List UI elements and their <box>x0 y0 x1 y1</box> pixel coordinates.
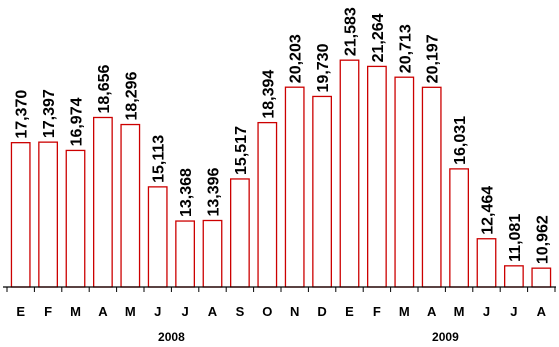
bar-3 <box>93 116 113 288</box>
category-label-14: M <box>399 304 410 319</box>
value-label-4: 18,296 <box>123 72 140 121</box>
bar-17 <box>476 238 497 288</box>
value-label-5: 15,113 <box>151 135 168 183</box>
category-label-7: A <box>208 304 218 319</box>
value-label-13: 21,264 <box>370 13 387 62</box>
value-labels-group: 17,370 17,397 16,974 18,656 18,296 15,113 13,3… <box>14 7 552 264</box>
bar-19 <box>531 267 552 288</box>
value-label-12: 21,583 <box>343 7 360 56</box>
bar-11 <box>312 95 333 288</box>
bar-12 <box>339 59 360 288</box>
category-label-10: N <box>290 304 299 319</box>
year-labels-group: 2008 2009 <box>158 330 459 344</box>
year-label-2008: 2008 <box>158 330 185 344</box>
value-label-9: 18,394 <box>260 70 277 119</box>
bar-9 <box>257 121 278 288</box>
category-label-11: D <box>317 304 326 319</box>
category-label-1: F <box>44 304 52 319</box>
category-label-17: J <box>483 304 490 319</box>
bar-10 <box>284 86 305 288</box>
bar-6 <box>175 220 196 288</box>
bar-15 <box>421 86 442 288</box>
value-label-17: 12,464 <box>480 186 497 235</box>
value-label-1: 17,397 <box>41 89 58 138</box>
category-label-13: F <box>373 304 381 319</box>
category-label-19: A <box>537 304 547 319</box>
bar-8 <box>229 178 250 288</box>
category-label-15: A <box>427 304 437 319</box>
bar-16 <box>449 168 470 288</box>
value-label-15: 20,197 <box>425 34 442 83</box>
category-label-0: E <box>16 304 25 319</box>
bar-2 <box>65 149 86 288</box>
value-label-0: 17,370 <box>14 90 31 139</box>
category-label-5: J <box>154 304 161 319</box>
category-label-12: E <box>345 304 354 319</box>
bar-4 <box>120 123 141 288</box>
value-label-10: 20,203 <box>288 34 305 83</box>
value-label-16: 16,031 <box>452 116 469 165</box>
category-label-16: M <box>454 304 465 319</box>
value-label-2: 16,974 <box>69 97 86 146</box>
bar-18 <box>503 265 524 288</box>
value-label-11: 19,730 <box>315 43 332 92</box>
bar-1 <box>38 141 58 288</box>
category-label-18: J <box>510 304 517 319</box>
bar-5 <box>147 186 168 288</box>
value-label-6: 13,368 <box>178 168 195 217</box>
value-label-7: 13,396 <box>206 167 223 216</box>
bar-14 <box>394 76 415 288</box>
bar-7 <box>202 219 223 288</box>
category-label-6: J <box>181 304 188 319</box>
category-label-4: M <box>125 304 136 319</box>
category-label-2: M <box>70 304 81 319</box>
value-label-19: 10,962 <box>534 215 551 264</box>
value-label-3: 18,656 <box>96 64 113 113</box>
year-label-2009: 2009 <box>432 330 459 344</box>
value-label-8: 15,517 <box>233 126 250 175</box>
x-axis <box>3 286 556 292</box>
bars-group <box>10 59 552 288</box>
category-label-9: O <box>262 304 272 319</box>
value-label-14: 20,713 <box>397 24 414 73</box>
bar-0 <box>10 142 31 288</box>
category-label-8: S <box>236 304 245 319</box>
category-label-3: A <box>98 304 108 319</box>
bar-13 <box>366 65 387 288</box>
value-label-18: 11,081 <box>507 214 524 262</box>
